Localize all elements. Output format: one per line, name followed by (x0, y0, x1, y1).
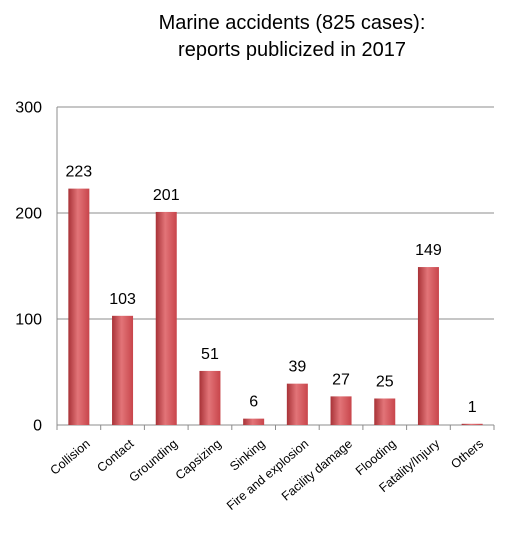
bar-fire-and-explosion (286, 383, 308, 425)
bar-fatality-injury (417, 267, 439, 425)
data-labels: 223 103 201 51 6 39 27 25 149 1 (65, 164, 476, 416)
bar-grounding (155, 211, 177, 425)
category-label: Capsizing (173, 437, 224, 483)
category-label: Collision (48, 437, 93, 478)
y-tick-label: 200 (15, 206, 42, 223)
y-tick-label: 0 (33, 418, 42, 435)
data-label: 223 (65, 164, 92, 181)
bar-others (461, 423, 483, 425)
data-label: 201 (153, 187, 180, 204)
chart-title-line-2: reports publicized in 2017 (178, 39, 406, 61)
data-label: 103 (109, 291, 136, 308)
bar-collision (68, 188, 90, 425)
bar-capsizing (199, 370, 221, 425)
category-label: Grounding (126, 437, 180, 485)
data-label: 51 (201, 346, 219, 363)
chart-title-line-1: Marine accidents (825 cases): (159, 12, 426, 34)
category-label: Others (448, 437, 486, 472)
y-tick-label: 300 (15, 100, 42, 117)
category-label: Contact (94, 436, 136, 475)
category-label: Sinking (227, 437, 267, 474)
data-label: 149 (415, 242, 442, 259)
bar-sinking (243, 418, 265, 425)
bar-facility-damage (330, 396, 352, 425)
y-tick-label: 100 (15, 312, 42, 329)
y-axis-tick-labels: 0 100 200 300 (15, 100, 42, 435)
data-label: 25 (376, 374, 394, 391)
data-label: 27 (332, 371, 350, 388)
bars (68, 188, 483, 425)
data-label: 1 (468, 399, 477, 416)
bar-contact (112, 315, 134, 425)
category-label: Fire and explosion (224, 437, 311, 513)
data-label: 6 (249, 394, 258, 411)
bar-flooding (374, 398, 396, 425)
data-label: 39 (288, 359, 306, 376)
